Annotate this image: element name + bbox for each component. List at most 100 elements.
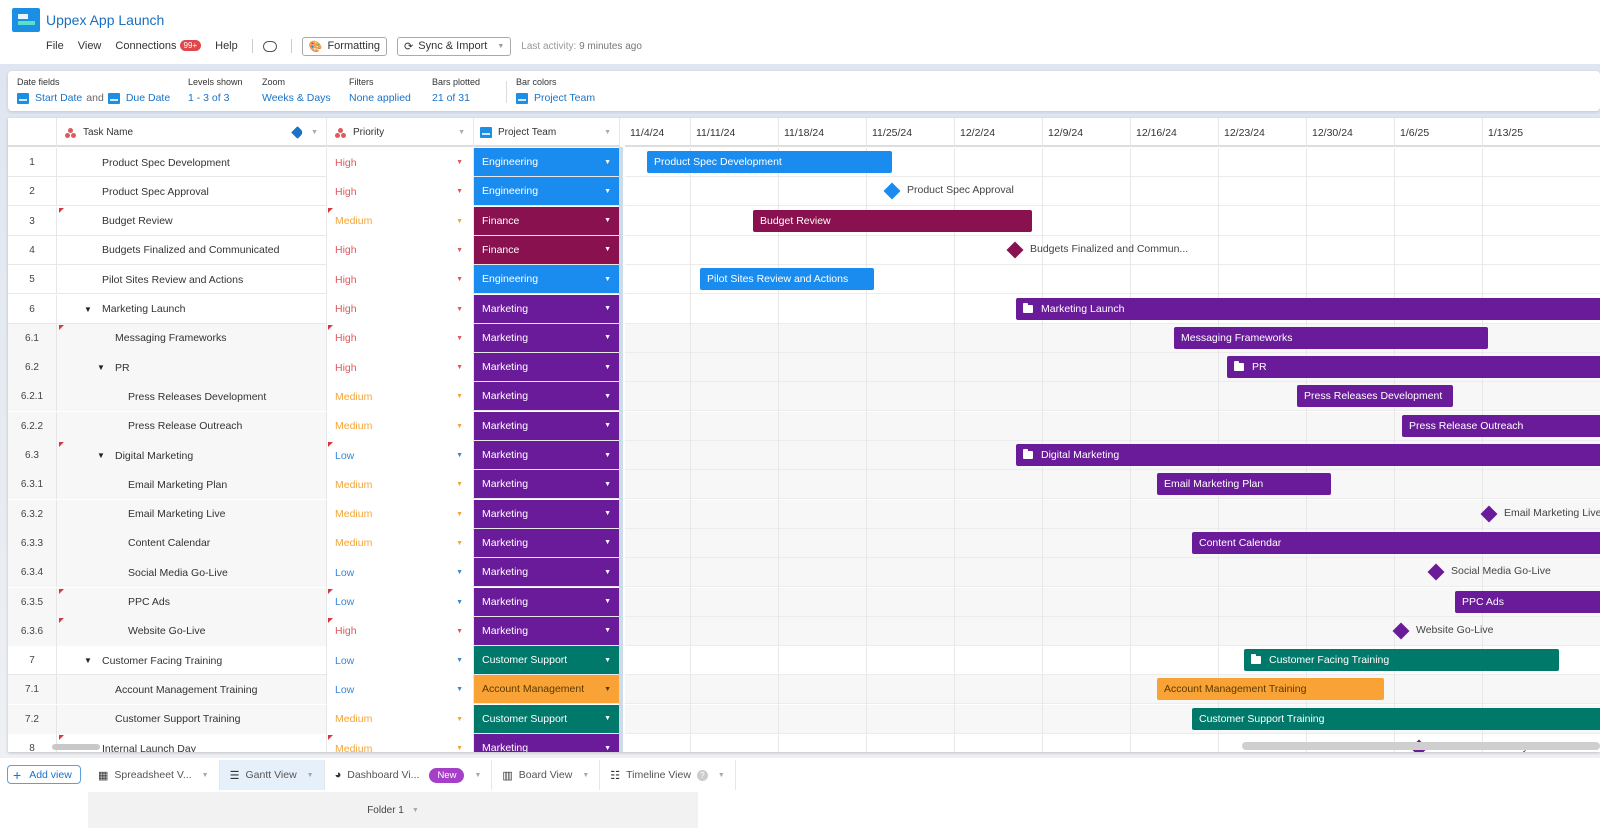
table-row[interactable]: 1 Product Spec Development High ▼ Engine… — [8, 148, 620, 177]
row-number[interactable]: 7.1 — [8, 675, 57, 705]
priority-cell[interactable]: Medium ▼ — [327, 499, 474, 529]
gantt-bar[interactable]: Press Release Outreach — [1402, 414, 1600, 437]
gantt-bar[interactable]: Content Calendar — [1192, 531, 1600, 554]
project-team-cell[interactable]: Marketing ▼ — [474, 411, 619, 440]
help-icon[interactable]: ? — [696, 769, 708, 781]
gantt-bar[interactable]: PR — [1227, 356, 1600, 379]
table-row[interactable]: 3 Budget Review Medium ▼ Finance ▼ — [8, 206, 620, 236]
row-number[interactable]: 6.3.4 — [8, 558, 57, 588]
gantt-bar[interactable]: Marketing Launch — [1016, 297, 1600, 320]
chevron-down-icon[interactable]: ▼ — [456, 627, 463, 635]
task-name-cell[interactable]: Pilot Sites Review and Actions — [57, 265, 327, 295]
priority-cell[interactable]: Low ▼ — [327, 675, 474, 705]
table-row[interactable]: 6.1 Messaging Frameworks High ▼ Marketin… — [8, 323, 620, 353]
table-row[interactable]: 6 ▼ Marketing Launch High ▼ Marketing ▼ — [8, 294, 620, 324]
chevron-down-icon[interactable]: ▼ — [604, 305, 611, 312]
chevron-down-icon[interactable]: ▼ — [604, 392, 611, 400]
table-row[interactable]: 8 Internal Launch Day Medium ▼ Marketing… — [8, 734, 620, 752]
project-team-cell[interactable]: Marketing ▼ — [474, 499, 619, 528]
chevron-down-icon[interactable]: ▼ — [604, 129, 611, 136]
chevron-down-icon[interactable]: ▼ — [456, 246, 463, 254]
chevron-down-icon[interactable]: ▼ — [604, 334, 611, 342]
table-row[interactable]: 6.2.1 Press Releases Development Medium … — [8, 382, 620, 412]
task-name-cell[interactable]: ▼ Customer Facing Training — [57, 646, 327, 676]
chevron-down-icon[interactable]: ▼ — [604, 744, 611, 752]
chevron-down-icon[interactable]: ▼ — [456, 393, 463, 401]
chevron-down-icon[interactable]: ▼ — [311, 129, 318, 136]
task-name-cell[interactable]: Press Releases Development — [57, 382, 327, 412]
chevron-down-icon[interactable]: ▼ — [456, 422, 463, 430]
table-row[interactable]: 6.3.1 Email Marketing Plan Medium ▼ Mark… — [8, 470, 620, 500]
chevron-down-icon[interactable]: ▼ — [604, 685, 611, 693]
table-row[interactable]: 6.3.3 Content Calendar Medium ▼ Marketin… — [8, 528, 620, 558]
chevron-down-icon[interactable]: ▼ — [201, 771, 209, 779]
row-number[interactable]: 6.2.2 — [8, 411, 57, 441]
gantt-bar[interactable]: PPC Ads — [1455, 590, 1600, 613]
chevron-down-icon[interactable]: ▼ — [456, 364, 463, 372]
priority-cell[interactable]: Medium ▼ — [327, 382, 474, 412]
task-name-cell[interactable]: Press Release Outreach — [57, 411, 327, 441]
gantt-bar[interactable]: Budget Review — [753, 209, 1032, 232]
chevron-down-icon[interactable]: ▼ — [456, 657, 463, 665]
priority-cell[interactable]: Medium ▼ — [327, 411, 474, 441]
chevron-down-icon[interactable]: ▼ — [604, 275, 611, 283]
task-name-cell[interactable]: Product Spec Development — [57, 148, 327, 177]
grid-horizontal-scrollbar[interactable] — [52, 744, 100, 750]
chevron-down-icon[interactable]: ▼ — [604, 627, 611, 635]
zoom-setting[interactable]: Zoom Weeks & Days — [262, 77, 331, 104]
chevron-down-icon[interactable]: ▼ — [456, 188, 463, 196]
table-row[interactable]: 6.3 ▼ Digital Marketing Low ▼ Marketing … — [8, 441, 620, 470]
chevron-down-icon[interactable]: ▼ — [474, 771, 482, 779]
chevron-down-icon[interactable]: ▼ — [456, 276, 463, 284]
project-team-cell[interactable]: Marketing ▼ — [474, 528, 619, 557]
chevron-down-icon[interactable]: ▼ — [604, 539, 611, 547]
project-team-cell[interactable]: Finance ▼ — [474, 235, 619, 264]
levels-setting[interactable]: Levels shown 1 - 3 of 3 — [188, 77, 243, 104]
gantt-bar[interactable]: Customer Facing Training — [1244, 649, 1559, 672]
bar-colors-setting[interactable]: Bar colors Project Team — [516, 77, 595, 104]
task-name-cell[interactable]: Social Media Go-Live — [57, 558, 327, 588]
project-team-cell[interactable]: Marketing ▼ — [474, 323, 619, 352]
gantt-bar[interactable]: Email Marketing Plan — [1157, 473, 1331, 496]
gantt-bar[interactable]: Pilot Sites Review and Actions — [700, 268, 874, 291]
priority-cell[interactable]: High ▼ — [327, 265, 474, 295]
gantt-bar[interactable]: Press Releases Development — [1297, 385, 1453, 408]
gantt-bar[interactable]: Messaging Frameworks — [1174, 326, 1488, 349]
row-number[interactable]: 6.3.3 — [8, 528, 57, 558]
collapse-caret-icon[interactable]: ▼ — [97, 363, 105, 373]
priority-header[interactable]: Priority ▼ — [327, 118, 474, 147]
project-team-cell[interactable]: Customer Support ▼ — [474, 704, 619, 733]
task-name-cell[interactable]: ▼ PR — [57, 353, 327, 383]
chevron-down-icon[interactable]: ▼ — [456, 539, 463, 547]
row-number[interactable]: 1 — [8, 148, 57, 177]
priority-cell[interactable]: Low ▼ — [327, 441, 474, 470]
gantt-bar[interactable]: Product Spec Development — [647, 151, 892, 173]
collapse-caret-icon[interactable]: ▼ — [97, 451, 105, 460]
row-number[interactable]: 4 — [8, 235, 57, 265]
app-title[interactable]: Uppex App Launch — [46, 12, 165, 28]
tag-icon[interactable] — [291, 126, 304, 139]
chevron-down-icon[interactable]: ▼ — [604, 422, 611, 430]
gantt-bar[interactable]: Account Management Training — [1157, 678, 1384, 701]
chevron-down-icon[interactable]: ▼ — [456, 481, 463, 489]
row-number[interactable]: 2 — [8, 177, 57, 207]
task-name-cell[interactable]: Budget Review — [57, 206, 327, 236]
row-number[interactable]: 6.3.2 — [8, 499, 57, 529]
chevron-down-icon[interactable]: ▼ — [456, 598, 463, 606]
priority-cell[interactable]: High ▼ — [327, 294, 474, 324]
chevron-down-icon[interactable]: ▼ — [604, 480, 611, 488]
comments-icon[interactable] — [262, 40, 277, 52]
priority-cell[interactable]: High ▼ — [327, 616, 474, 646]
chevron-down-icon[interactable]: ▼ — [458, 129, 465, 136]
row-number[interactable]: 8 — [8, 734, 57, 752]
row-number[interactable]: 6.3.1 — [8, 470, 57, 500]
sync-import-button[interactable]: ⟳ Sync & Import ▼ — [397, 36, 512, 56]
priority-cell[interactable]: Low ▼ — [327, 587, 474, 617]
row-number[interactable]: 3 — [8, 206, 57, 236]
bars-plotted-setting[interactable]: Bars plotted 21 of 31 — [432, 77, 480, 104]
menu-help[interactable]: Help — [215, 40, 238, 52]
project-team-cell[interactable]: Marketing ▼ — [474, 470, 619, 499]
row-number[interactable]: 6.3.6 — [8, 616, 57, 646]
date-fields-setting[interactable]: Date fields Start Date and Due Date — [17, 77, 170, 104]
gantt-bar[interactable]: Digital Marketing — [1016, 444, 1600, 466]
